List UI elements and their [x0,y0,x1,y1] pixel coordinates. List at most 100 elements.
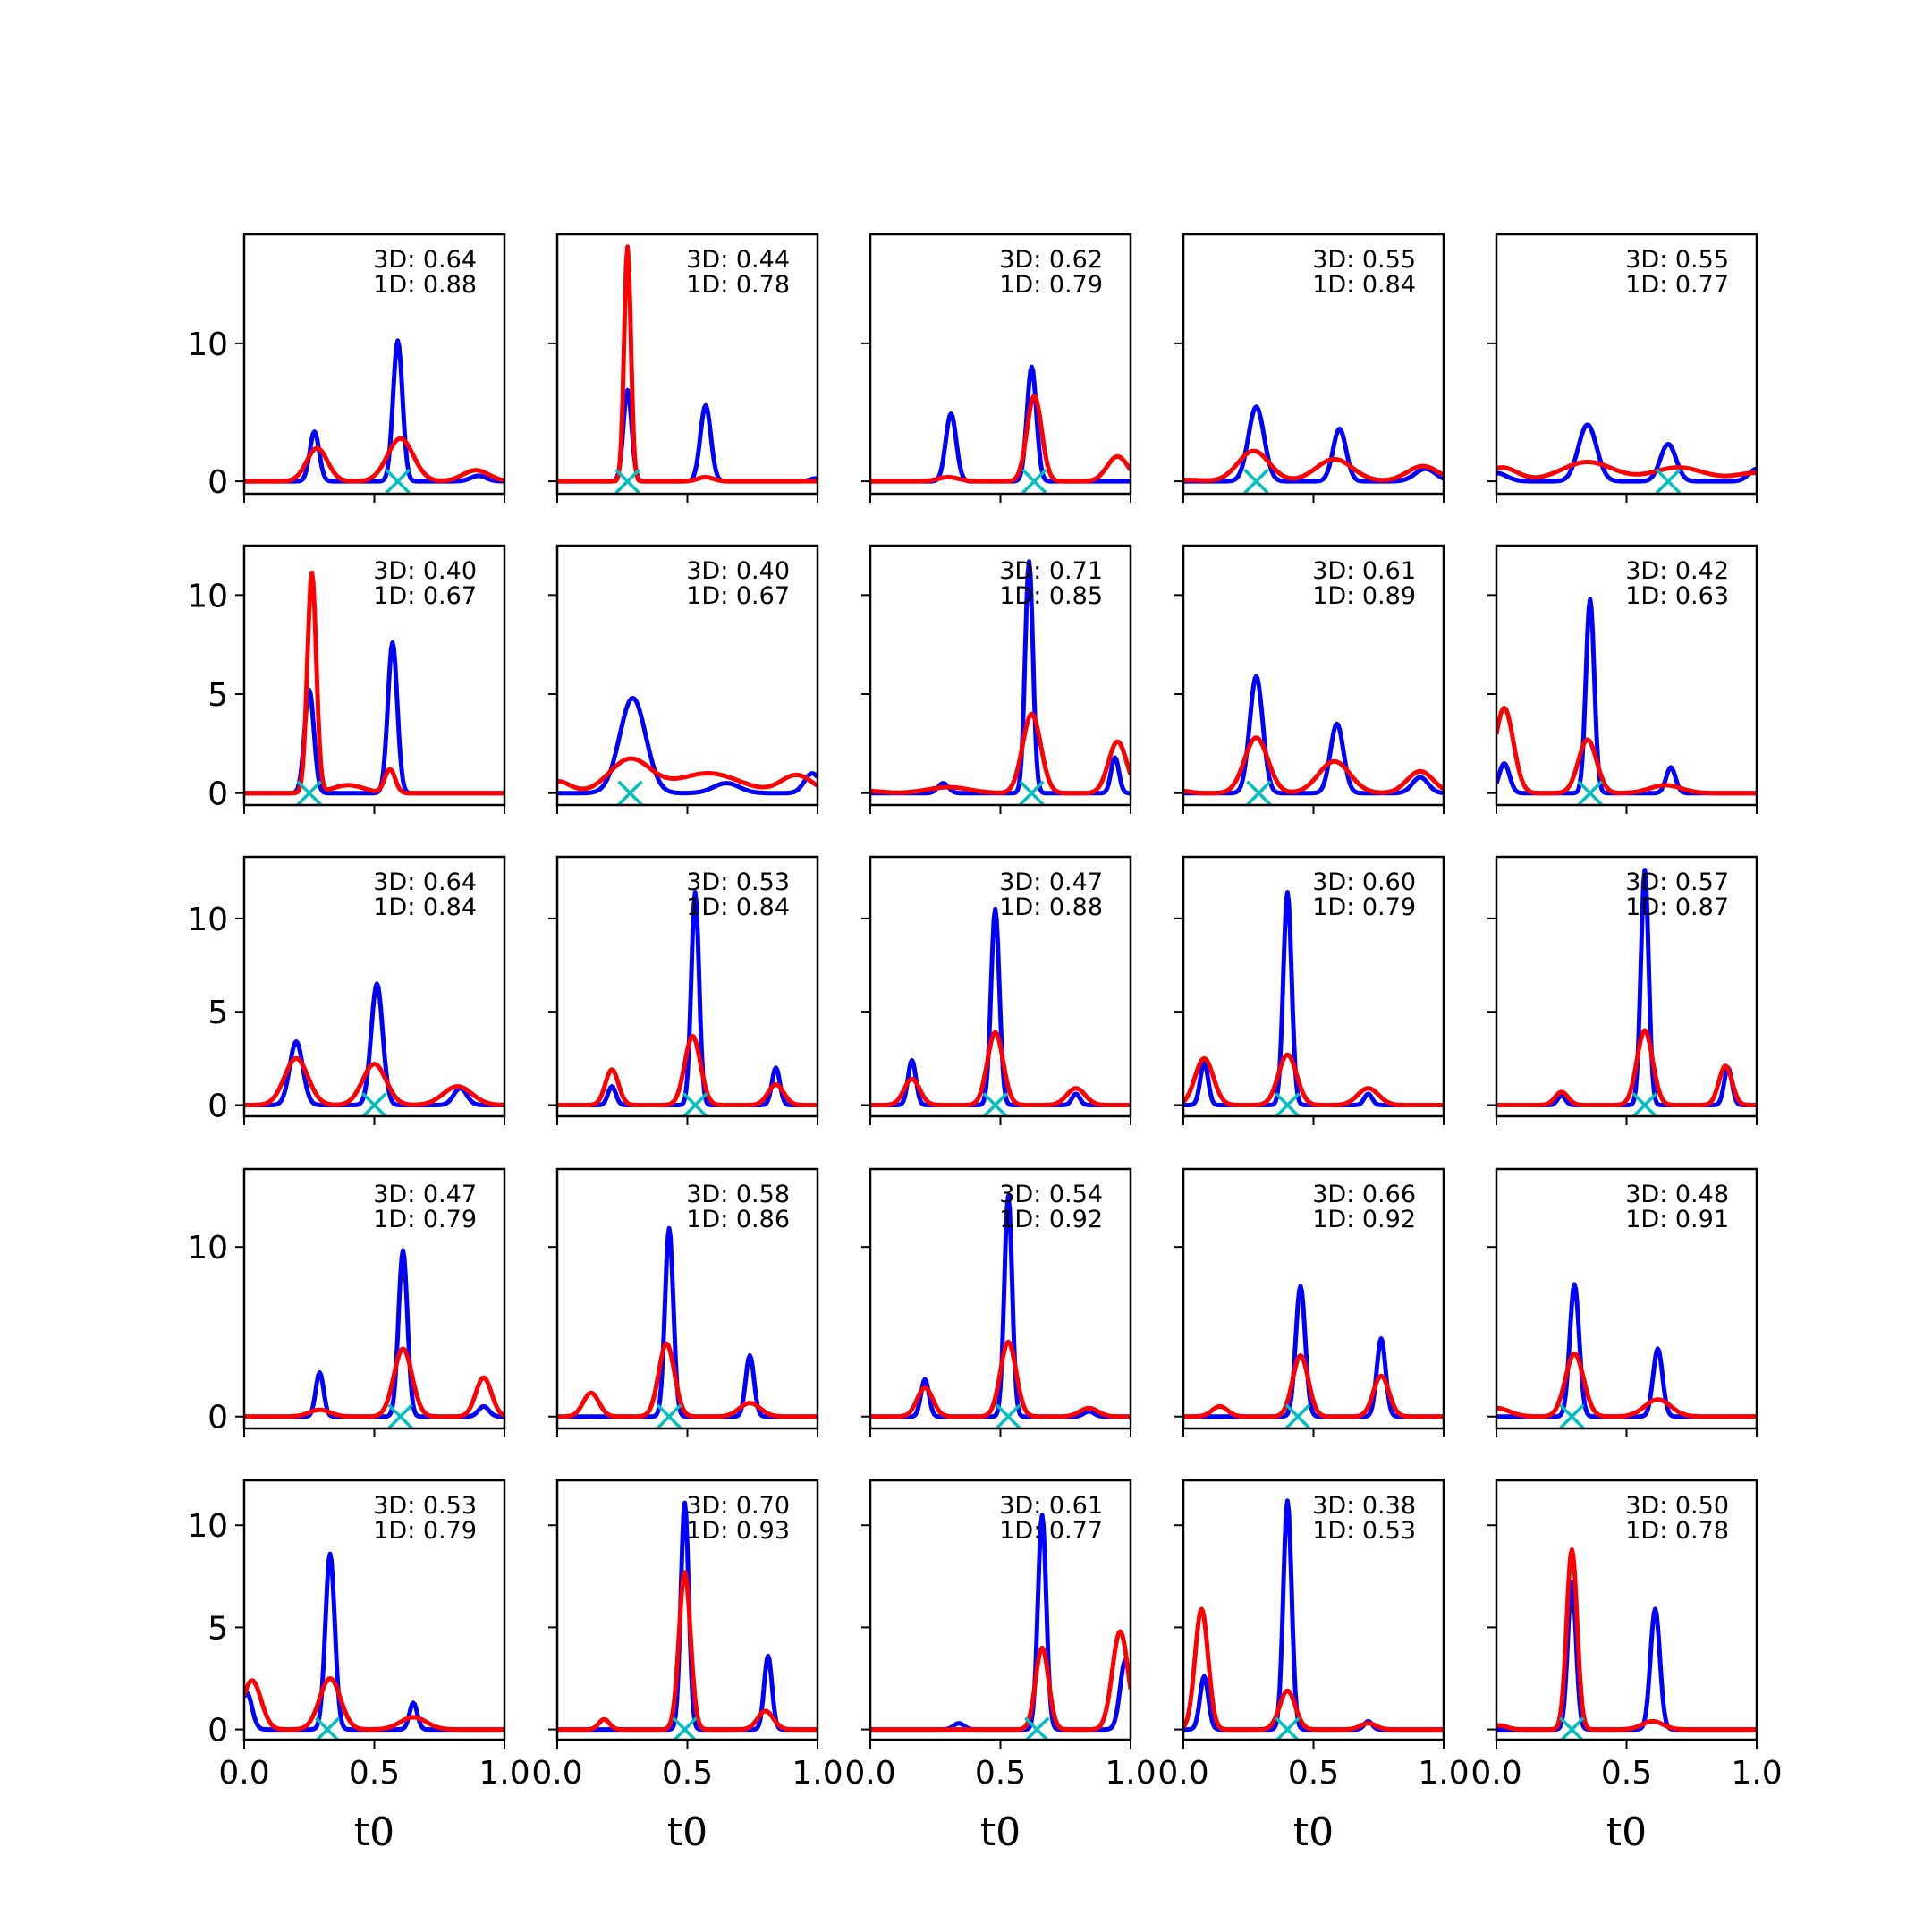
red-series-line [1183,1052,1444,1107]
marker-x [682,1092,708,1116]
score-3d-label: 3D: 0.50 [1625,1492,1729,1520]
blue-series-line [557,890,818,1107]
red-series-line [244,1055,504,1107]
score-1d-label: 1D: 0.63 [1625,582,1729,610]
y-tick-label: 10 [187,326,228,363]
score-3d-label: 3D: 0.48 [1625,1181,1729,1208]
score-1d-label: 1D: 0.77 [999,1517,1103,1545]
x-tick-label: 1.0 [792,1755,843,1792]
red-series-line [870,1030,1131,1107]
score-3d-label: 3D: 0.71 [999,557,1103,585]
x-axis-label: t0 [667,1809,708,1855]
score-3d-label: 3D: 0.55 [1625,246,1729,274]
red-series-line [557,1570,818,1733]
blue-series-line [244,1551,504,1733]
y-tick-label: 10 [187,1230,228,1267]
plot-area [244,570,504,805]
marker-x [1577,780,1603,805]
plot-area [244,981,504,1116]
red-series-line [870,711,1131,796]
score-1d-label: 1D: 0.84 [686,894,790,921]
x-tick-label: 0.0 [218,1755,269,1792]
red-series-line [1183,1353,1444,1419]
score-3d-label: 3D: 0.70 [686,1492,790,1520]
score-1d-label: 1D: 0.67 [373,582,477,610]
plot-area [557,890,818,1116]
red-series-line [1496,1028,1757,1107]
x-tick-label: 0.0 [1470,1755,1521,1792]
marker-x [1021,468,1047,494]
red-series-line [557,1033,818,1107]
score-1d-label: 1D: 0.85 [999,582,1103,610]
red-series-line [1496,1547,1757,1733]
blue-series-line [1183,674,1444,796]
blue-series-line [1496,1580,1757,1733]
score-1d-label: 1D: 0.84 [373,894,477,921]
red-series-line [1183,448,1444,483]
blue-series-line [1496,597,1757,796]
blue-series-line [1496,422,1757,484]
blue-series-line [244,338,504,484]
y-tick-label: 0 [208,776,228,813]
plot-area [870,906,1131,1116]
plot-area [870,559,1131,805]
marker-x [385,468,411,494]
score-1d-label: 1D: 0.77 [1625,271,1729,299]
blue-series-line [557,1500,818,1733]
blue-series-line [244,1248,504,1419]
blue-series-line [870,1193,1131,1419]
red-series-line [870,1339,1131,1419]
x-tick-label: 0.0 [1157,1755,1208,1792]
y-tick-label: 5 [208,1610,228,1647]
score-3d-label: 3D: 0.42 [1625,557,1729,585]
plot-area [1496,422,1757,494]
score-1d-label: 1D: 0.93 [686,1517,790,1545]
x-tick-label: 1.0 [1105,1755,1156,1792]
plot-area [870,1513,1131,1740]
marker-x [1559,1403,1585,1428]
plot-area [1496,1547,1757,1740]
score-1d-label: 1D: 0.86 [686,1206,790,1233]
marker-x [617,780,643,805]
x-tick-label: 1.0 [1418,1755,1469,1792]
score-3d-label: 3D: 0.47 [999,869,1103,896]
marker-x [314,1716,341,1740]
y-tick-label: 10 [187,902,228,938]
marker-x [1275,1716,1301,1740]
y-tick-label: 0 [208,1088,228,1124]
score-3d-label: 3D: 0.61 [1312,557,1416,585]
score-3d-label: 3D: 0.44 [686,246,790,274]
score-1d-label: 1D: 0.89 [1312,582,1416,610]
plot-area [557,1225,818,1428]
marker-x [982,1092,1008,1116]
plot-area [1183,890,1444,1116]
plot-area [870,364,1131,494]
score-1d-label: 1D: 0.67 [686,582,790,610]
y-tick-label: 10 [187,1508,228,1545]
marker-x [387,1403,413,1428]
plot-area [1496,597,1757,805]
score-3d-label: 3D: 0.61 [999,1492,1103,1520]
blue-series-line [870,906,1131,1107]
score-3d-label: 3D: 0.38 [1312,1492,1416,1520]
blue-series-line [1183,404,1444,484]
marker-x [1019,780,1045,805]
red-series-line [244,436,504,484]
plot-area [1183,1498,1444,1740]
marker-x [1246,780,1272,805]
x-axis-label: t0 [354,1809,394,1855]
score-1d-label: 1D: 0.84 [1312,271,1416,299]
y-tick-label: 0 [208,1713,228,1750]
